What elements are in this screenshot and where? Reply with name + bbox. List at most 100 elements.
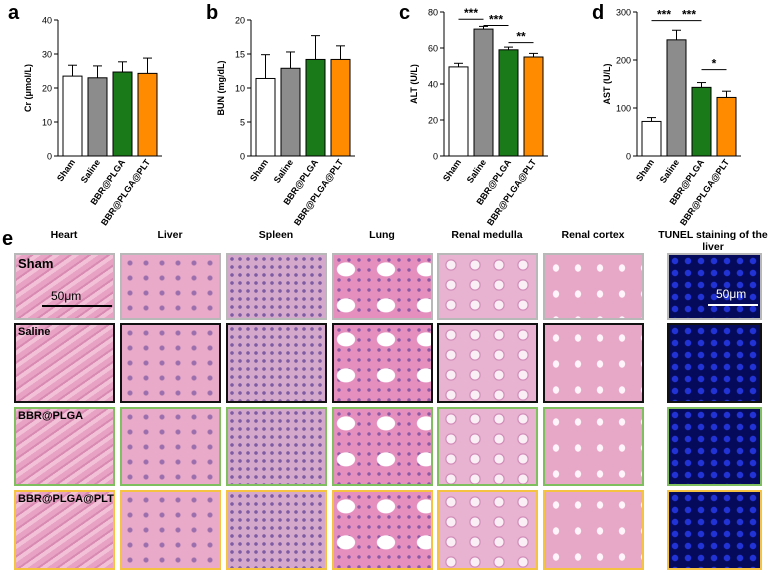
panel-letter-a: a [8,2,20,24]
panel-letter-b: b [206,2,219,24]
y-tick-label: 20 [235,16,245,26]
y-tick-label: 60 [428,44,438,54]
category-label: Saline [272,157,295,184]
significance-stars: *** [489,13,503,27]
y-axis-label: ALT (U/L) [409,64,419,104]
tile-tunel-row-0 [667,253,762,320]
tile-lung-row-0 [332,253,433,320]
bar-1 [87,77,108,157]
scale-bar-label-he: 50μm [51,289,82,303]
row-label: Saline [18,326,51,338]
tile-spleen-row-2 [226,407,327,486]
y-axis-label: Cr (μmol/L) [23,64,33,112]
y-tick-label: 40 [428,80,438,90]
column-header-liver: Liver [157,229,183,241]
significance-stars: * [712,57,717,71]
tile-liver-row-1 [120,323,221,403]
tile-lung-row-1 [332,323,433,403]
scale-bar-he [42,305,112,307]
row-label: BBR@PLGA@PLT [18,493,114,505]
tile-tunel-row-1 [667,323,762,403]
tile-renal-medulla-row-2 [437,407,538,486]
tile-renal-cortex-row-0 [543,253,644,320]
category-label: Sham [441,157,463,183]
column-header-renal-cortex: Renal cortex [561,229,625,241]
panel-letter-c: c [399,2,411,24]
category-label: Saline [79,157,102,184]
bar-0 [62,75,83,157]
tile-heart-row-2 [14,407,115,486]
y-tick-label: 5 [240,118,245,128]
tile-liver-row-2 [120,407,221,486]
tile-renal-cortex-row-3 [543,490,644,570]
category-label: BBR@PLGA@PLT [678,157,731,227]
column-header-renal-medulla: Renal medulla [451,229,523,241]
column-header-spleen: Spleen [258,229,294,241]
category-label: Sham [248,157,270,183]
tile-renal-medulla-row-0 [437,253,538,320]
tile-renal-medulla-row-1 [437,323,538,403]
y-tick-label: 300 [616,8,631,18]
tile-renal-medulla-row-3 [437,490,538,570]
tile-tunel-row-3 [667,490,762,570]
y-tick-label: 0 [240,152,245,162]
significance-stars: *** [657,8,671,22]
y-axis-label: BUN (mg/dL) [216,61,226,116]
bar-2 [691,86,712,157]
scale-bar-tunel [708,304,758,306]
tile-heart-row-1 [14,323,115,403]
tile-liver-row-0 [120,253,221,320]
scale-bar-label-tunel: 50μm [716,287,747,301]
category-label: Sham [634,157,656,183]
bar-1 [473,28,494,157]
column-header-tunel: TUNEL staining of the liver [658,229,768,253]
y-tick-label: 0 [433,152,438,162]
bar-0 [255,77,276,157]
y-tick-label: 0 [626,152,631,162]
tile-renal-cortex-row-2 [543,407,644,486]
tile-liver-row-3 [120,490,221,570]
significance-stars: ** [516,30,526,44]
panel-letter-d: d [592,2,605,24]
y-axis-label: AST (U/L) [602,64,612,105]
row-label: Sham [18,256,54,271]
y-tick-label: 15 [235,50,245,60]
tile-spleen-row-0 [226,253,327,320]
tile-spleen-row-3 [226,490,327,570]
bar-0 [641,120,662,157]
bar-0 [448,66,469,157]
category-label: BBR@PLGA@PLT [292,157,345,227]
significance-stars: *** [682,8,696,22]
y-tick-label: 200 [616,56,631,66]
bar-3 [137,72,158,157]
column-header-heart: Heart [50,229,78,241]
category-label: Saline [658,157,681,184]
panel-letter-e: e [2,228,14,250]
y-tick-label: 80 [428,8,438,18]
tile-lung-row-3 [332,490,433,570]
tile-heart-row-3 [14,490,115,570]
category-label: Saline [465,157,488,184]
tile-lung-row-2 [332,407,433,486]
y-tick-label: 10 [235,84,245,94]
bar-1 [280,67,301,157]
bar-3 [330,58,351,157]
significance-stars: *** [464,6,478,20]
bar-3 [716,96,737,157]
y-tick-label: 10 [42,118,52,128]
tile-renal-cortex-row-1 [543,323,644,403]
bar-2 [112,71,133,157]
category-label: BBR@PLGA@PLT [485,157,538,227]
category-label: Sham [55,157,77,183]
y-tick-label: 20 [42,84,52,94]
tile-heart-row-0 [14,253,115,320]
tile-tunel-row-2 [667,407,762,486]
y-tick-label: 20 [428,116,438,126]
column-header-lung: Lung [369,229,395,241]
bar-1 [666,39,687,157]
